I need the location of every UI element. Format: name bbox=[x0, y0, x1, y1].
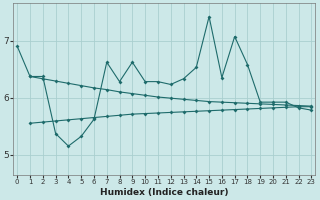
X-axis label: Humidex (Indice chaleur): Humidex (Indice chaleur) bbox=[100, 188, 228, 197]
